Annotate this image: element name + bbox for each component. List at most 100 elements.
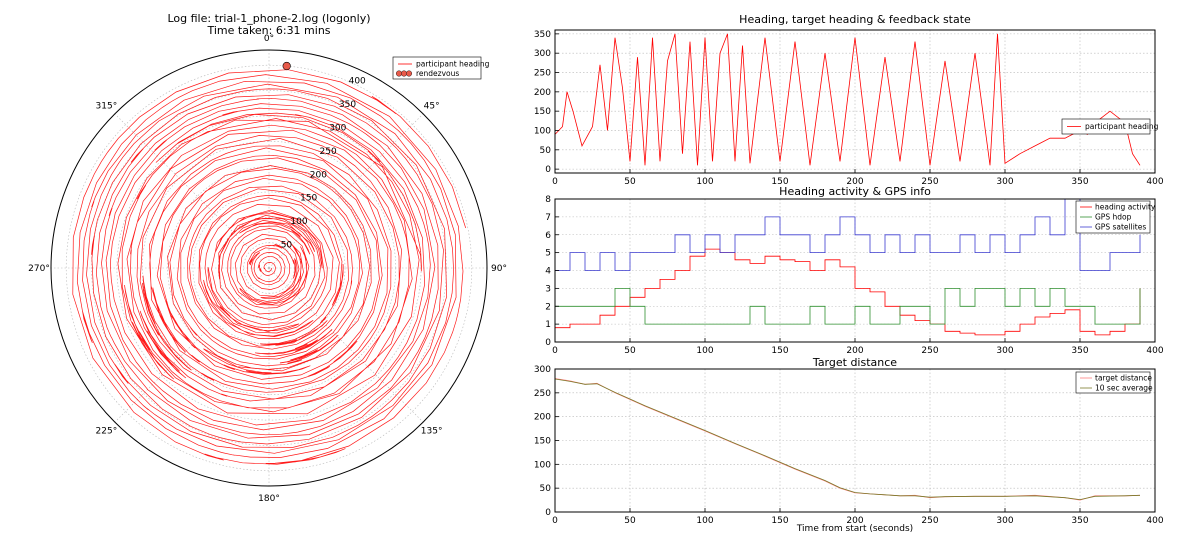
polar-legend-rdv-swatch-2 — [401, 70, 408, 77]
x-tick-label: 100 — [696, 516, 713, 526]
polar-radial-label: 200 — [310, 170, 327, 180]
series-line-0 — [554, 378, 1141, 501]
heading-panel: Heading, target heading & feedback state… — [534, 13, 1164, 187]
polar-ring-350 — [91, 90, 447, 446]
polar-legend-frame — [392, 56, 482, 80]
y-tick-label: 0 — [545, 338, 551, 348]
polar-heading-line — [72, 69, 467, 465]
gps-panel-title: Heading activity & GPS info — [779, 185, 931, 198]
y-tick-label: 0 — [545, 508, 551, 518]
x-tick-label: 100 — [696, 177, 713, 187]
x-tick-label: 0 — [552, 346, 558, 356]
heading-legend-frame — [1061, 118, 1151, 135]
polar-heading-trace — [72, 69, 467, 465]
polar-radial-labels: 50 100 150 200 250 300 350 400 — [281, 77, 366, 251]
heading-panel-title: Heading, target heading & feedback state — [739, 13, 971, 26]
distance-legend-target-label: target distance — [1095, 374, 1152, 383]
distance-panel-xlabel: Time from start (seconds) — [796, 524, 913, 533]
polar-legend-rdv-label: rendezvous — [416, 69, 459, 78]
x-tick-label: 0 — [552, 516, 558, 526]
y-tick-label: 250 — [534, 389, 551, 399]
heading-panel-legend: participant heading — [1061, 118, 1159, 135]
x-tick-label: 50 — [624, 516, 636, 526]
y-tick-label: 3 — [545, 284, 551, 294]
polar-subtitle: Time taken: 6:31 mins — [206, 24, 330, 37]
polar-angle-label: 315° — [96, 101, 118, 111]
x-tick-label: 150 — [771, 516, 788, 526]
x-tick-label: 250 — [921, 346, 938, 356]
y-tick-label: 100 — [534, 460, 551, 470]
series-line-1 — [554, 378, 1141, 501]
gps-panel-legend: heading activity GPS hdop GPS satellites — [1075, 200, 1156, 234]
series-line-2 — [555, 198, 1141, 271]
polar-angle-label: 90° — [491, 264, 507, 274]
heading-panel-grid — [554, 30, 1156, 173]
x-tick-label: 150 — [771, 346, 788, 356]
heading-panel-lines — [554, 33, 1141, 166]
y-tick-label: 7 — [545, 213, 551, 223]
polar-title: Log file: trial-1_phone-2.log (logonly) — [167, 12, 370, 25]
x-tick-label: 400 — [1146, 177, 1163, 187]
polar-radial-label: 150 — [300, 194, 317, 204]
x-tick-label: 50 — [624, 346, 636, 356]
heading-panel-ticks: 0 50 100 150 200 250 300 350 400 0 50 100 150 200 250 3… — [534, 30, 1164, 187]
rendezvous-marker — [282, 61, 291, 71]
distance-legend-avg-label: 10 sec average — [1095, 384, 1153, 393]
y-tick-label: 150 — [534, 437, 551, 447]
polar-angle-label: 180° — [258, 494, 280, 504]
y-tick-label: 300 — [534, 365, 551, 375]
x-tick-label: 350 — [1071, 346, 1088, 356]
polar-ring-400 — [65, 64, 473, 472]
polar-angle-label: 135° — [421, 427, 443, 437]
x-tick-label: 100 — [696, 346, 713, 356]
y-tick-label: 8 — [545, 195, 551, 205]
x-tick-label: 200 — [846, 177, 863, 187]
polar-frame — [50, 49, 488, 487]
polar-heading-plot: Log file: trial-1_phone-2.log (logonly) … — [28, 12, 507, 504]
x-tick-label: 250 — [921, 516, 938, 526]
gps-legend-sat-label: GPS satellites — [1095, 223, 1146, 232]
polar-angle-labels: 0° 45° 90° 135° 180° 225° 270° 315° — [28, 34, 507, 504]
distance-panel-title: Target distance — [812, 356, 897, 369]
x-tick-label: 300 — [996, 177, 1013, 187]
x-tick-label: 150 — [771, 177, 788, 187]
polar-angle-label: 270° — [28, 264, 50, 274]
y-tick-label: 5 — [545, 249, 551, 259]
x-tick-label: 0 — [552, 177, 558, 187]
gps-panel-lines — [555, 198, 1141, 336]
series-line-0 — [554, 33, 1141, 166]
y-tick-label: 350 — [534, 30, 551, 40]
distance-legend-frame — [1075, 371, 1151, 394]
distance-panel-legend: target distance 10 sec average — [1075, 371, 1153, 394]
y-tick-label: 0 — [545, 165, 551, 175]
polar-radial-label: 350 — [339, 100, 356, 110]
y-tick-label: 4 — [545, 267, 551, 277]
gps-panel-ticks: 0 50 100 150 200 250 300 350 400 0 1 2 3 4 5 6 7 8 — [545, 195, 1164, 356]
polar-radial-label: 50 — [281, 241, 293, 251]
gps-legend-activity-label: heading activity — [1095, 203, 1156, 212]
y-tick-label: 200 — [534, 88, 551, 98]
y-tick-label: 50 — [540, 484, 552, 494]
polar-legend-rdv-swatch-3 — [406, 70, 413, 77]
gps-panel: Heading activity & GPS info 0 50 100 150 200… — [545, 185, 1164, 356]
polar-radial-label: 100 — [290, 217, 307, 227]
x-tick-label: 400 — [1146, 346, 1163, 356]
polar-spoke — [114, 113, 270, 269]
distance-panel: Target distance 0 50 100 150 200 250 300 350 400… — [534, 356, 1164, 533]
x-tick-label: 200 — [846, 516, 863, 526]
polar-legend-heading-label: participant heading — [416, 60, 490, 69]
x-tick-label: 300 — [996, 516, 1013, 526]
y-tick-label: 50 — [540, 146, 552, 156]
y-tick-label: 200 — [534, 413, 551, 423]
series-line-0 — [555, 248, 1141, 336]
polar-ring-100 — [218, 217, 320, 319]
x-tick-label: 400 — [1146, 516, 1163, 526]
heading-legend-label: participant heading — [1085, 122, 1159, 131]
x-tick-label: 350 — [1071, 177, 1088, 187]
x-tick-label: 350 — [1071, 516, 1088, 526]
polar-radial-label: 300 — [329, 123, 346, 133]
y-tick-label: 6 — [545, 231, 551, 241]
gps-legend-hdop-label: GPS hdop — [1095, 213, 1132, 222]
polar-angle-label: 0° — [264, 34, 274, 44]
